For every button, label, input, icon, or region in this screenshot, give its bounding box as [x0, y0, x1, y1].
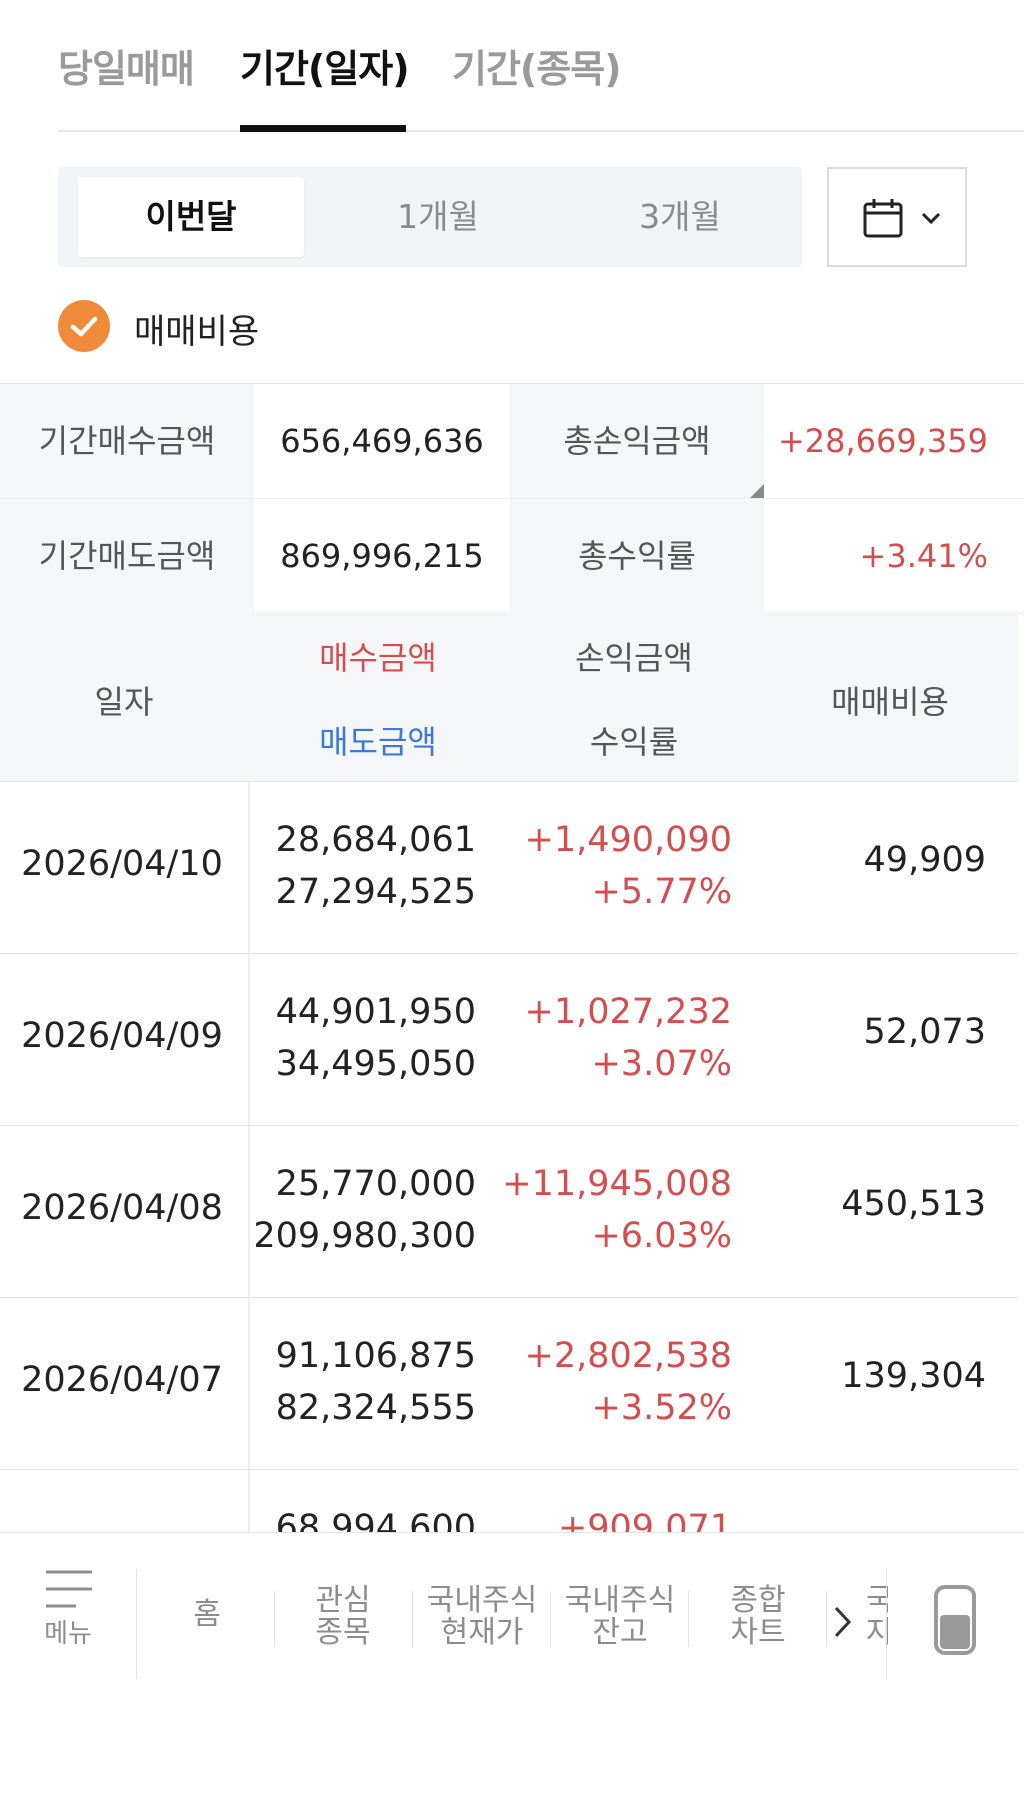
nav-divider	[274, 1591, 275, 1647]
header-date: 일자	[94, 683, 154, 721]
row-sell-amount: 34,495,050	[275, 1044, 476, 1084]
row-return-rate: +5.77%	[591, 872, 732, 912]
total-pl-label: 총손익금액	[510, 384, 764, 498]
tab-bar: 당일매매 기간(일자) 기간(종목)	[58, 0, 1024, 132]
nav-menu-button[interactable]: 메뉴	[40, 1569, 96, 1650]
summary-table: 기간매수금액 656,469,636 총손익금액 +28,669,359 기간매…	[0, 383, 1024, 614]
header-buy-amount: 매수금액	[319, 639, 437, 677]
period-1-month-button[interactable]: 1개월	[397, 197, 479, 236]
period-buy-amount-label: 기간매수금액	[0, 384, 254, 498]
row-sell-amount: 82,324,555	[275, 1388, 476, 1428]
nav-divider	[136, 1569, 137, 1679]
checkbox[interactable]	[58, 300, 110, 352]
nav-chart-label-line2: 차트	[730, 1615, 786, 1650]
nav-watchlist[interactable]: 관심 종목	[276, 1585, 410, 1649]
row-date: 2026/04/09	[21, 1016, 223, 1056]
calendar-dropdown-button[interactable]	[827, 167, 967, 267]
row-return-rate: +6.03%	[591, 1216, 732, 1256]
row-trade-fee: 49,909	[863, 840, 986, 880]
nav-cut-off-label-line2: 자	[866, 1615, 888, 1649]
period-selector: 이번달 1개월 3개월	[58, 167, 802, 267]
nav-chart[interactable]: 종합 차트	[690, 1585, 826, 1649]
row-pl-amount: +1,027,232	[524, 992, 732, 1032]
row-buy-amount: 44,901,950	[275, 992, 476, 1032]
summary-row-buy: 기간매수금액 656,469,636 총손익금액 +28,669,359	[0, 384, 1024, 499]
row-trade-fee: 139,304	[841, 1356, 986, 1396]
nav-cut-off-item[interactable]: 국 자	[866, 1585, 888, 1649]
column-divider	[248, 782, 250, 953]
header-return-rate: 수익률	[589, 723, 679, 761]
row-buy-amount: 28,684,061	[275, 820, 476, 860]
nav-domestic-price-label-line1: 국내주식	[426, 1583, 538, 1618]
nav-domestic-balance-label-line2: 잔고	[592, 1615, 648, 1650]
nav-menu-label: 메뉴	[44, 1619, 92, 1649]
chevron-right-icon[interactable]	[832, 1605, 854, 1639]
row-pl-amount: +1,490,090	[524, 820, 732, 860]
nav-domestic-balance[interactable]: 국내주식 잔고	[552, 1585, 688, 1649]
nav-divider	[550, 1591, 551, 1647]
period-this-month-button[interactable]: 이번달	[78, 177, 304, 257]
nav-cut-off-label-line1: 국	[866, 1585, 888, 1618]
nav-home[interactable]: 홈	[140, 1599, 274, 1631]
row-trade-fee: 52,073	[863, 1012, 986, 1052]
device-toggle-icon[interactable]	[934, 1585, 976, 1655]
active-tab-indicator	[240, 125, 406, 132]
chevron-down-icon	[921, 212, 941, 225]
nav-watchlist-label-line2: 종목	[315, 1615, 371, 1650]
row-pl-amount: +11,945,008	[502, 1164, 732, 1204]
daily-trade-list: 2026/04/10 28,684,061 27,294,525 +1,490,…	[0, 782, 1018, 1641]
total-pl-value: +28,669,359	[766, 384, 1018, 498]
check-icon	[70, 316, 98, 337]
corner-triangle-icon	[750, 484, 764, 498]
header-pl-amount: 손익금액	[575, 639, 693, 677]
tab-period-by-stock[interactable]: 기간(종목)	[452, 47, 622, 91]
nav-divider	[688, 1591, 689, 1647]
row-return-rate: +3.52%	[591, 1388, 732, 1428]
column-divider	[248, 1126, 250, 1297]
total-pl-label-text: 총손익금액	[563, 422, 711, 460]
nav-domestic-balance-label-line1: 국내주식	[564, 1583, 676, 1618]
tab-period-by-date[interactable]: 기간(일자)	[240, 47, 410, 91]
period-3-month-button[interactable]: 3개월	[639, 197, 721, 236]
column-divider	[248, 954, 250, 1125]
nav-home-label: 홈	[193, 1597, 221, 1632]
calendar-icon	[863, 199, 903, 238]
nav-domestic-price-label-line2: 현재가	[440, 1615, 524, 1650]
nav-domestic-price[interactable]: 국내주식 현재가	[414, 1585, 550, 1649]
trade-fee-label: 매매비용	[134, 312, 260, 352]
row-pl-amount: +2,802,538	[524, 1336, 732, 1376]
table-header: 일자 매수금액 매도금액 손익금액 수익률 매매비용	[0, 611, 1018, 782]
total-return-rate-label: 총수익률	[510, 499, 764, 613]
column-divider	[248, 1298, 250, 1469]
header-trade-fee: 매매비용	[831, 683, 949, 721]
row-date: 2026/04/10	[21, 844, 223, 884]
header-sell-amount: 매도금액	[319, 723, 437, 761]
hamburger-icon	[46, 1570, 92, 1608]
bottom-navigation: 메뉴 홈 관심 종목 국내주식 현재가 국내주식 잔고 종합 차트 국 자	[0, 1532, 1024, 1794]
period-sell-amount-value: 869,996,215	[256, 499, 508, 613]
row-sell-amount: 209,980,300	[253, 1216, 476, 1256]
row-return-rate: +3.07%	[591, 1044, 732, 1084]
row-date: 2026/04/08	[21, 1188, 223, 1228]
nav-chart-label-line1: 종합	[730, 1583, 786, 1618]
row-sell-amount: 27,294,525	[275, 872, 476, 912]
nav-watchlist-label-line1: 관심	[315, 1583, 371, 1618]
summary-row-sell: 기간매도금액 869,996,215 총수익률 +3.41%	[0, 499, 1024, 614]
row-date: 2026/04/07	[21, 1360, 223, 1400]
table-row[interactable]: 2026/04/10 28,684,061 27,294,525 +1,490,…	[0, 782, 1018, 954]
period-buy-amount-value: 656,469,636	[256, 384, 508, 498]
nav-divider	[826, 1591, 827, 1647]
total-return-rate-value: +3.41%	[766, 499, 1018, 613]
row-buy-amount: 91,106,875	[275, 1336, 476, 1376]
table-row[interactable]: 2026/04/07 91,106,875 82,324,555 +2,802,…	[0, 1298, 1018, 1470]
row-trade-fee: 450,513	[841, 1184, 986, 1224]
table-row[interactable]: 2026/04/08 25,770,000 209,980,300 +11,94…	[0, 1126, 1018, 1298]
nav-divider	[886, 1569, 887, 1679]
tab-today-trades[interactable]: 당일매매	[58, 47, 195, 91]
period-sell-amount-label: 기간매도금액	[0, 499, 254, 613]
row-buy-amount: 25,770,000	[275, 1164, 476, 1204]
table-row[interactable]: 2026/04/09 44,901,950 34,495,050 +1,027,…	[0, 954, 1018, 1126]
nav-divider	[412, 1591, 413, 1647]
